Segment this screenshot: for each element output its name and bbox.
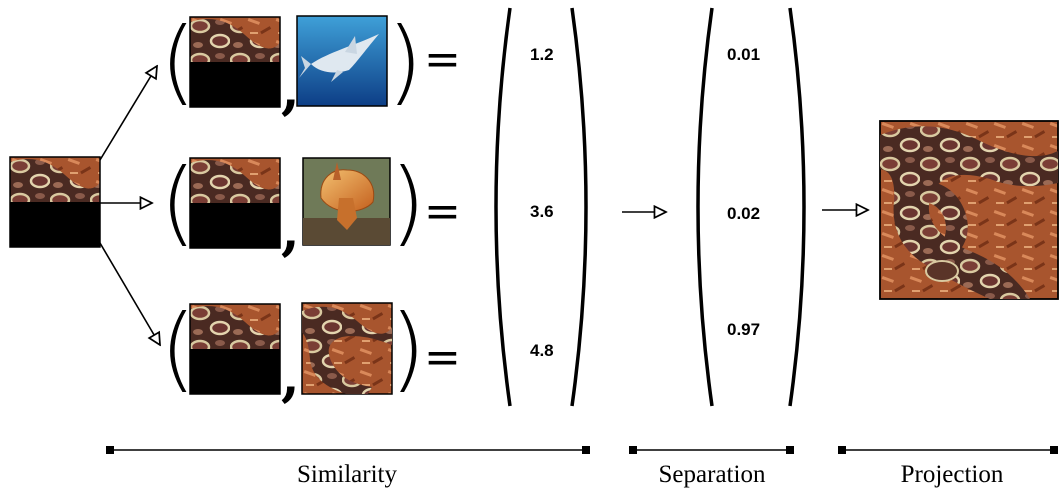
separation-value-2: 0.02 [727,204,760,223]
similarity-value-2: 3.6 [530,202,554,221]
comma-1: , [281,57,300,121]
branch-arrow-top [99,66,157,161]
separation-vector: 0.01 0.02 0.97 [696,7,806,407]
stage-bar-similarity [106,446,590,454]
projection-output-image [879,120,1059,300]
comma-3: , [281,344,300,408]
stage-bar-projection [838,446,1058,454]
query-masked-image [9,156,101,248]
similarity-value-3: 4.8 [530,341,554,360]
similarity-value-1: 1.2 [530,45,554,64]
separation-left-bracket [696,7,714,407]
similarity-right-bracket [570,7,588,407]
pair-row-2: ( , ) = [160,149,461,262]
similarity-left-bracket [494,7,512,407]
similarity-vector: 1.2 3.6 4.8 [494,7,588,407]
branch-arrow-bottom [99,242,160,345]
svg-text:): ) [390,295,426,402]
pair-row-1: ( , ) = [160,8,461,121]
svg-text:): ) [387,8,423,115]
pair-row-3: ( , ) = [160,295,461,408]
stage-label-projection: Projection [901,461,1004,488]
svg-text:): ) [390,149,426,256]
shark-image [296,15,388,107]
separation-value-1: 0.01 [727,45,760,64]
stage-label-similarity: Similarity [297,461,398,488]
equals-2: = [424,186,461,237]
comma-2: , [281,198,300,262]
frilled-lizard-image [302,157,391,246]
equals-1: = [424,34,461,85]
python-candidate-image [301,302,393,395]
stage-bar-separation [629,446,794,454]
stage-label-separation: Separation [659,461,766,488]
separation-right-bracket [788,7,806,407]
separation-value-3: 0.97 [727,320,760,339]
equals-3: = [424,332,461,383]
